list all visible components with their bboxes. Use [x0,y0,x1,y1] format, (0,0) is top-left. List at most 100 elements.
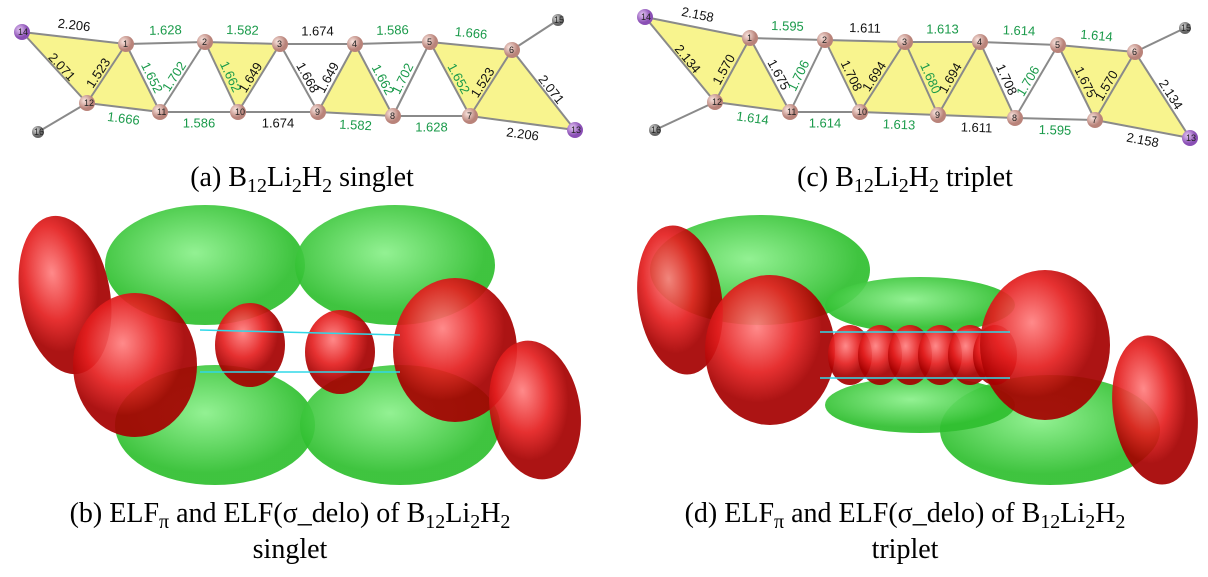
text-run: ELF [724,498,774,529]
text-run: B [1022,498,1041,529]
bond-length: 1.702 [159,59,189,94]
subscript: 2 [470,511,480,533]
atom-label: 13 [571,125,581,135]
subscript: 12 [854,175,874,197]
subscript: 2 [1085,511,1095,533]
bond-length: 1.666 [107,109,141,128]
bond [655,102,715,130]
text-run: (d) [685,498,725,529]
atom-label: 2 [202,37,207,47]
atom-label: 3 [277,39,282,49]
elf-isosurfaces [7,205,1207,490]
molecules: 2.2062.0711.5231.6521.6281.7021.6621.582… [14,4,1198,150]
caption: (a) B12Li2H2 singlet [190,162,414,197]
bond-length: 1.582 [339,117,372,134]
bond-length: 1.666 [454,24,488,42]
atom-label: 8 [390,111,395,121]
text-run: (b) [70,498,110,529]
bond-length: 1.611 [849,20,881,36]
subscript: 2 [1115,511,1125,533]
caption: triplet [872,534,939,565]
text-run: and ELF(σ_delo) of [784,498,1021,529]
bond-length: 2.158 [680,4,715,25]
atom-label: 7 [467,111,472,121]
atom-label: 1 [123,39,128,49]
bond-length: 2.158 [1125,130,1160,151]
atom-label: 5 [1055,40,1060,50]
bond-length: 2.206 [57,16,91,35]
atom-label: 7 [1092,115,1097,125]
atom-label: 5 [427,37,432,47]
text-run: B [835,162,854,193]
subscript: 2 [322,175,332,197]
atom-label: 10 [857,107,867,117]
bond-length: 1.582 [226,22,259,38]
text-run: Li [1060,498,1085,529]
atom-label: 9 [315,107,320,117]
elf-pi-lobe [305,310,375,394]
text-run: Li [267,162,292,193]
bond-length: 1.595 [1039,122,1072,138]
elf-sigma-lobe [825,377,1015,433]
bond [355,42,430,44]
text-run: (a) [190,162,228,193]
atom-label: 1 [747,33,752,43]
atom-label: 14 [641,12,651,22]
atom-label: 16 [34,127,44,137]
text-run: singlet [253,534,328,565]
atom-label: 13 [1186,133,1196,143]
text-run: H [480,498,500,529]
subscript: 12 [247,175,267,197]
bond-length: 1.614 [1080,26,1114,44]
bond [1015,118,1095,120]
text-run: and ELF(σ_delo) of [169,498,406,529]
bond-length: 2.206 [506,124,540,143]
bond-length: 1.628 [415,119,448,134]
text-run: triplet [939,162,1013,193]
atom-label: 8 [1012,113,1017,123]
bond [980,42,1058,45]
elf-pi-lobe [73,293,197,437]
bond-length: 1.613 [882,116,915,132]
molecule: 2.2062.0711.5231.6521.6281.7021.6621.582… [14,14,583,144]
molecule: 2.1582.1341.5701.6751.5951.7061.7081.611… [637,4,1198,150]
bond [1135,28,1185,52]
subscript: 2 [500,511,510,533]
bond-length: 1.674 [301,23,334,38]
bond-length: 1.586 [376,22,409,38]
atom-label: 14 [18,27,28,37]
atom-label: 4 [977,37,982,47]
bond [750,38,825,40]
atom-label: 12 [84,98,94,108]
text-run: ELF [109,498,159,529]
bond-length: 1.611 [960,119,992,135]
bond-length: 1.613 [926,21,959,36]
subscript: 2 [929,175,939,197]
atom-label: 10 [235,107,245,117]
caption: (c) B12Li2H2 triplet [797,162,1013,197]
atom-label: 15 [554,15,564,25]
bond [126,42,205,44]
text-run: H [1095,498,1115,529]
subscript: 2 [292,175,302,197]
atom-label: 15 [1181,23,1191,33]
text-run: triplet [872,534,939,565]
bond-length: 1.614 [809,115,842,130]
subscript: π [774,511,784,533]
text-run: H [909,162,929,193]
atom-label: 3 [902,37,907,47]
atom-label: 9 [935,110,940,120]
text-run: B [407,498,426,529]
bond-length: 1.614 [736,108,770,127]
bond [38,103,87,132]
subscript: 2 [899,175,909,197]
caption: singlet [253,534,328,565]
bond-length: 1.706 [1013,63,1042,99]
text-run: Li [874,162,899,193]
bond-length: 1.628 [149,22,182,38]
bond-length: 1.586 [183,115,216,130]
elf-pi-lobe [980,270,1110,420]
text-run: Li [445,498,470,529]
atom-label: 4 [352,39,357,49]
bond-length: 1.595 [771,18,804,34]
